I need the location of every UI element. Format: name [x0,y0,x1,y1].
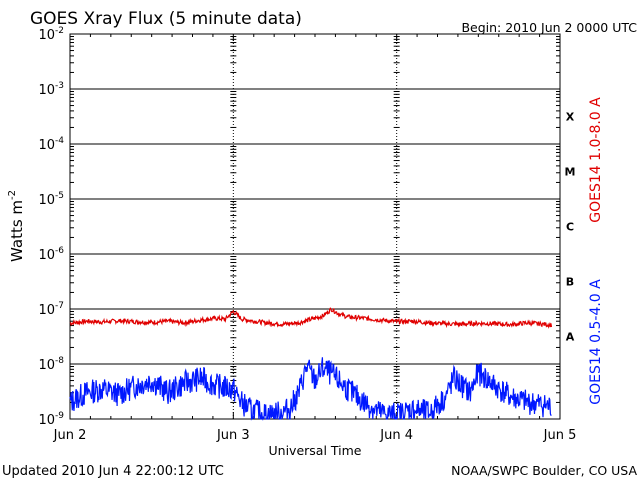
y-axis-tick-labels: 10-2 10-3 10-4 10-5 10-6 10-7 10-8 10-9 [38,26,64,428]
flare-class-label: A [566,331,575,344]
x-tick-label: Jun 5 [543,428,577,443]
flare-class-label: M [565,166,576,179]
plot-frame [69,33,561,420]
updated-timestamp: Updated 2010 Jun 4 22:00:12 UTC [2,464,224,479]
y-axis-label: Watts m-2 [7,190,26,262]
chart-title: GOES Xray Flux (5 minute data) [30,9,302,29]
y-tick-label: 10-2 [38,26,64,43]
begin-time-label: Begin: 2010 Jun 2 0000 UTC [461,20,637,35]
flare-class-labels: X M C B A [565,111,576,344]
x-tick-label: Jun 3 [216,428,250,443]
series-line-short [69,357,552,421]
flare-class-label: X [566,111,575,124]
x-axis-label: Universal Time [269,443,362,458]
flare-class-label: C [566,221,574,234]
y-tick-label: 10-7 [38,301,64,318]
y-tick-label: 10-3 [38,81,64,98]
series-line-long [69,307,553,329]
x-tick-label: Jun 2 [53,428,87,443]
grid-lines [69,34,561,419]
x-axis-tick-labels: Jun 2 Jun 3 Jun 4 Jun 5 [53,428,577,443]
y-tick-label: 10-9 [38,411,64,428]
source-credit: NOAA/SWPC Boulder, CO USA [451,463,637,478]
flare-class-label: B [566,276,574,289]
y-tick-label: 10-4 [38,136,64,153]
y-tick-label: 10-5 [38,191,64,208]
y-tick-label: 10-8 [38,356,64,373]
x-tick-label: Jun 4 [379,428,413,443]
y-tick-label: 10-6 [38,246,64,263]
legend-series-long: GOES14 1.0-8.0 A [588,97,604,223]
legend-series-short: GOES14 0.5-4.0 A [588,279,604,405]
